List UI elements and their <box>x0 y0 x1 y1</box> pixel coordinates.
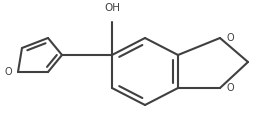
Text: OH: OH <box>104 3 120 13</box>
Text: O: O <box>226 33 234 43</box>
Text: O: O <box>226 83 234 93</box>
Text: O: O <box>4 67 12 77</box>
